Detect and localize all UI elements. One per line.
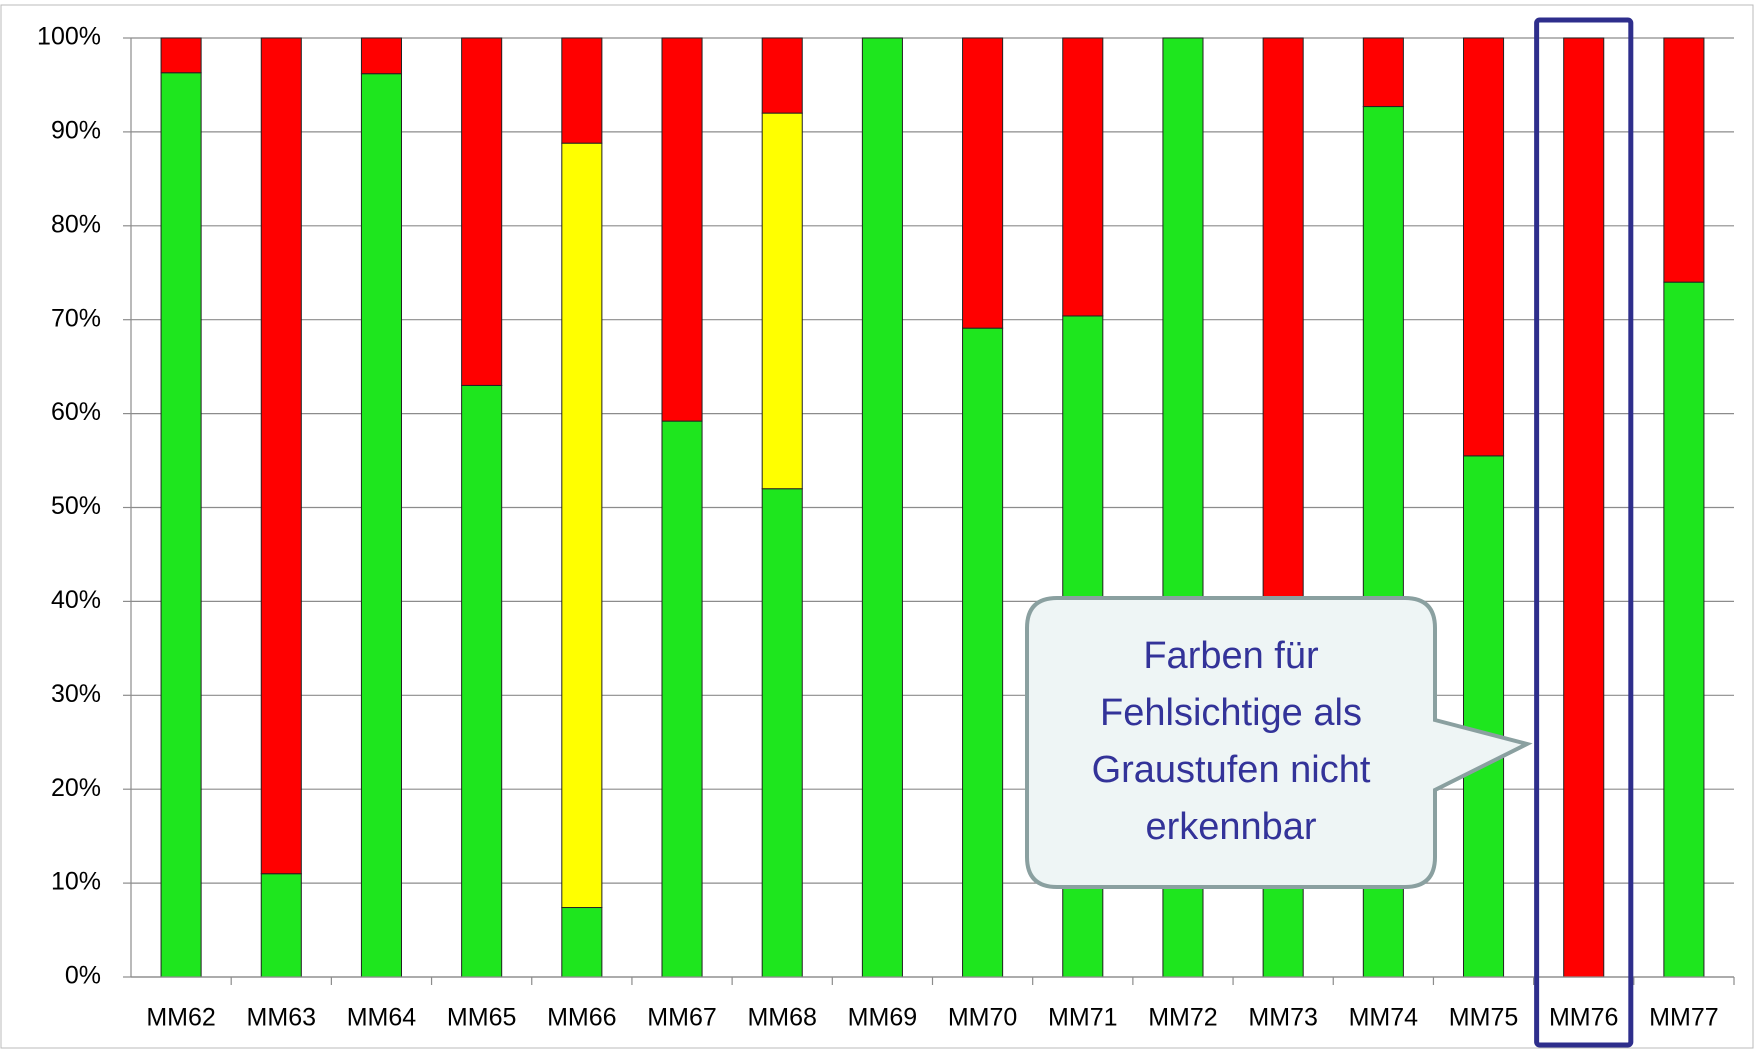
y-tick-label: 60% xyxy=(51,398,101,426)
callout-text: Fehlsichtige als xyxy=(1100,692,1362,734)
callout-text: Farben für xyxy=(1143,635,1319,677)
x-tick-label: MM73 xyxy=(1248,1004,1317,1032)
bar-segment xyxy=(461,37,503,386)
bar-segment xyxy=(561,142,603,909)
bar-segment xyxy=(561,37,603,144)
highlight-box xyxy=(1534,17,1634,1048)
x-tick-label: MM63 xyxy=(247,1004,316,1032)
x-tick-label: MM67 xyxy=(647,1004,716,1032)
bar-segment xyxy=(661,420,703,978)
bar-segment xyxy=(160,72,202,978)
x-tick-label: MM65 xyxy=(447,1004,516,1032)
x-tick-label: MM69 xyxy=(848,1004,917,1032)
x-tick-label: MM77 xyxy=(1649,1004,1718,1032)
bar-segment xyxy=(360,73,403,978)
bar-segment xyxy=(761,112,803,490)
bar-segment xyxy=(260,873,302,978)
x-tick-label: MM76 xyxy=(1549,1004,1618,1032)
bar-segment xyxy=(861,37,903,978)
y-tick-label: 50% xyxy=(51,492,101,520)
bar-segment xyxy=(160,37,202,74)
bar-segment xyxy=(1663,281,1705,978)
x-tick-label: MM70 xyxy=(948,1004,1017,1032)
bar-segment xyxy=(260,37,302,875)
chart-frame xyxy=(0,4,1754,1049)
bar-segment xyxy=(962,37,1004,329)
bar-segment xyxy=(1462,37,1505,457)
bar-segment xyxy=(761,37,803,114)
y-tick-label: 30% xyxy=(51,680,101,708)
x-tick-label: MM75 xyxy=(1449,1004,1518,1032)
y-tick-label: 0% xyxy=(65,962,101,990)
x-tick-label: MM62 xyxy=(146,1004,215,1032)
callout xyxy=(1025,596,1533,889)
callout-text: erkennbar xyxy=(1145,806,1316,848)
y-tick-label: 70% xyxy=(51,304,101,332)
bar-segment xyxy=(1462,455,1505,978)
bar-segment xyxy=(561,907,603,978)
y-tick-label: 100% xyxy=(37,23,101,51)
bar-segment xyxy=(661,37,703,422)
bar-segment xyxy=(761,488,803,978)
x-tick-label: MM64 xyxy=(347,1004,417,1032)
x-tick-label: MM74 xyxy=(1349,1004,1419,1032)
y-tick-label: 80% xyxy=(51,210,101,238)
callout-text: Graustufen nicht xyxy=(1092,749,1371,791)
x-tick-label: MM66 xyxy=(547,1004,616,1032)
y-tick-label: 10% xyxy=(51,868,101,896)
bar-segment xyxy=(1663,37,1705,283)
y-tick-label: 40% xyxy=(51,586,101,614)
bar-segment xyxy=(1362,37,1404,108)
bar-segment xyxy=(1262,37,1304,621)
y-tick-label: 20% xyxy=(51,774,101,802)
x-tick-label: MM68 xyxy=(747,1004,816,1032)
bar-segment xyxy=(360,37,403,75)
bar-segment xyxy=(1563,37,1605,978)
x-tick-label: MM72 xyxy=(1148,1004,1217,1032)
bar-segment xyxy=(962,327,1004,978)
bar-segment xyxy=(461,384,503,978)
bar-segment xyxy=(1062,37,1104,317)
x-tick-label: MM71 xyxy=(1048,1004,1117,1032)
y-tick-label: 90% xyxy=(51,117,101,145)
